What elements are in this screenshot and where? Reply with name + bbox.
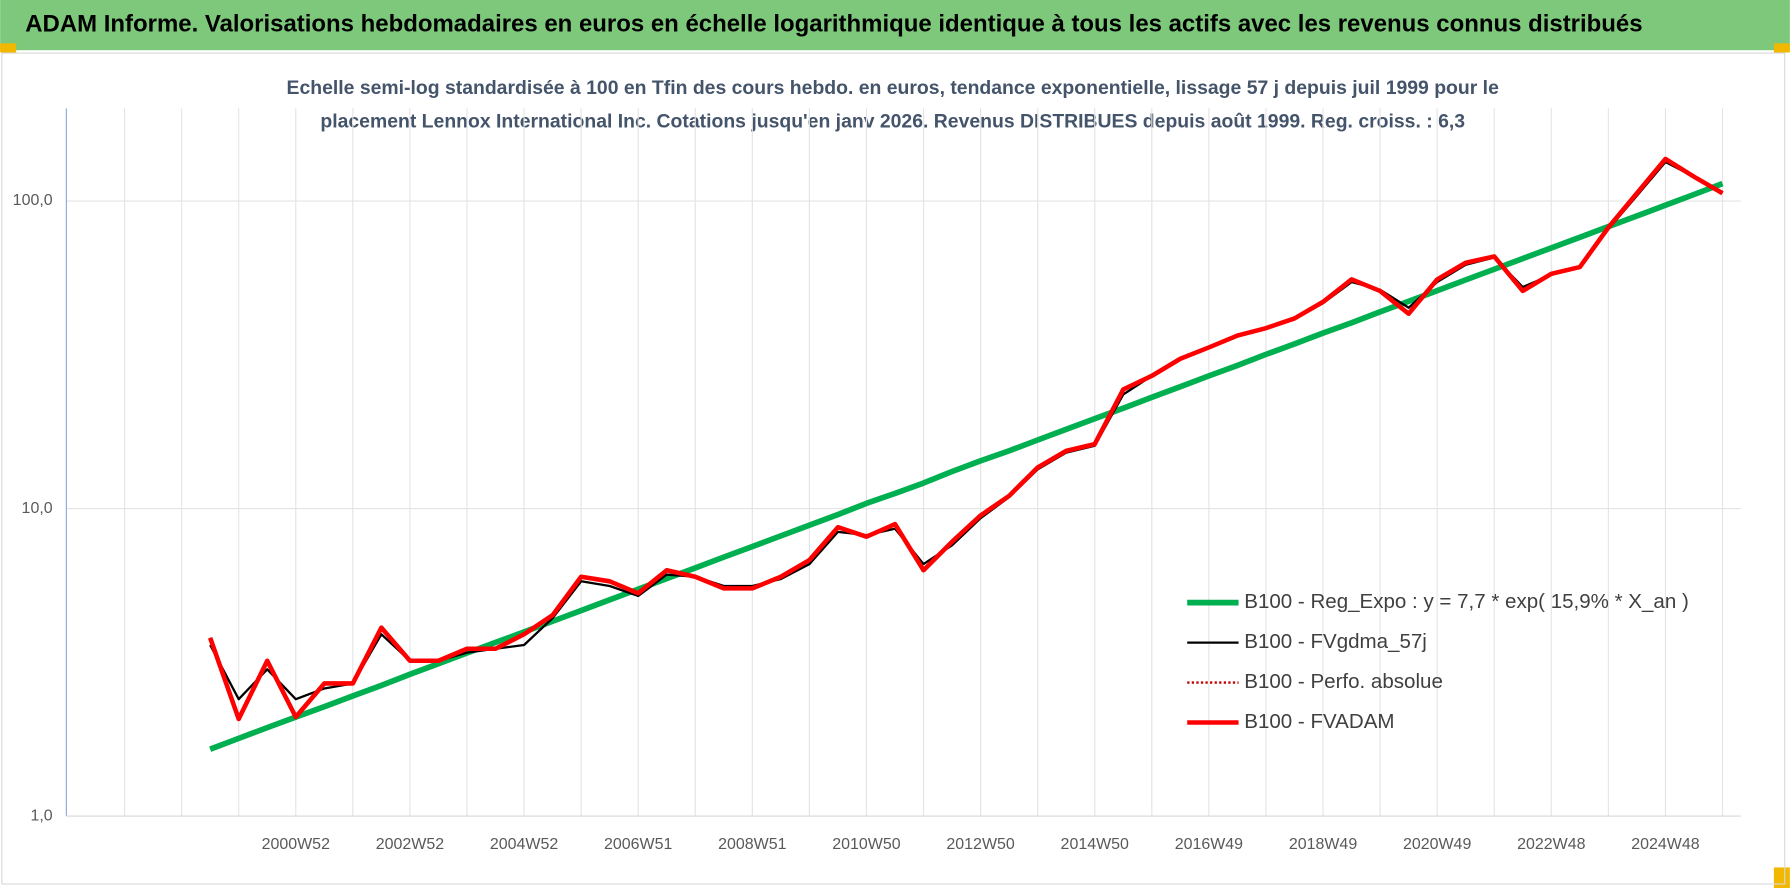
header-bar — [0, 0, 1790, 51]
x-tick-label: 2016W49 — [1175, 836, 1243, 853]
corner — [1773, 867, 1790, 888]
x-tick-label: 2000W52 — [262, 836, 330, 853]
x-tick-label: 2012W50 — [946, 836, 1014, 853]
y-tick-label: 100,0 — [13, 192, 53, 209]
corner — [0, 43, 17, 53]
page-title: ADAM Informe. Valorisations hebdomadaire… — [25, 10, 1642, 37]
x-tick-label: 2024W48 — [1631, 836, 1699, 853]
x-tick-label: 2014W50 — [1061, 836, 1129, 853]
x-tick-label: 2022W48 — [1517, 836, 1585, 853]
x-tick-label: 2020W49 — [1403, 836, 1471, 853]
chart-frame — [1, 52, 1786, 885]
y-tick-label: 1,0 — [30, 807, 52, 824]
subtitle: Echelle semi-log standardisée à 100 en T… — [287, 77, 1500, 99]
series-line — [208, 156, 1724, 722]
corner — [1773, 43, 1790, 53]
x-tick-label: 2006W51 — [604, 836, 672, 853]
subtitle: placement Lennox International Inc. Cota… — [320, 110, 1465, 132]
grid — [66, 108, 1741, 817]
x-tick-label: 2018W49 — [1289, 836, 1357, 853]
y-tick-label: 10,0 — [22, 500, 53, 517]
x-tick-label: 2008W51 — [718, 836, 786, 853]
legend-label: B100 - Perfo. absolue — [1244, 670, 1443, 693]
x-tick-label: 2010W50 — [832, 836, 900, 853]
x-tick-label: 2002W52 — [376, 836, 444, 853]
legend-label: B100 - Reg_Expo : y = 7,7 * exp( 15,9% *… — [1244, 590, 1689, 613]
x-tick-label: 2004W52 — [490, 836, 558, 853]
legend-label: B100 - FVgdma_57j — [1244, 630, 1427, 653]
legend-label: B100 - FVADAM — [1244, 710, 1394, 733]
